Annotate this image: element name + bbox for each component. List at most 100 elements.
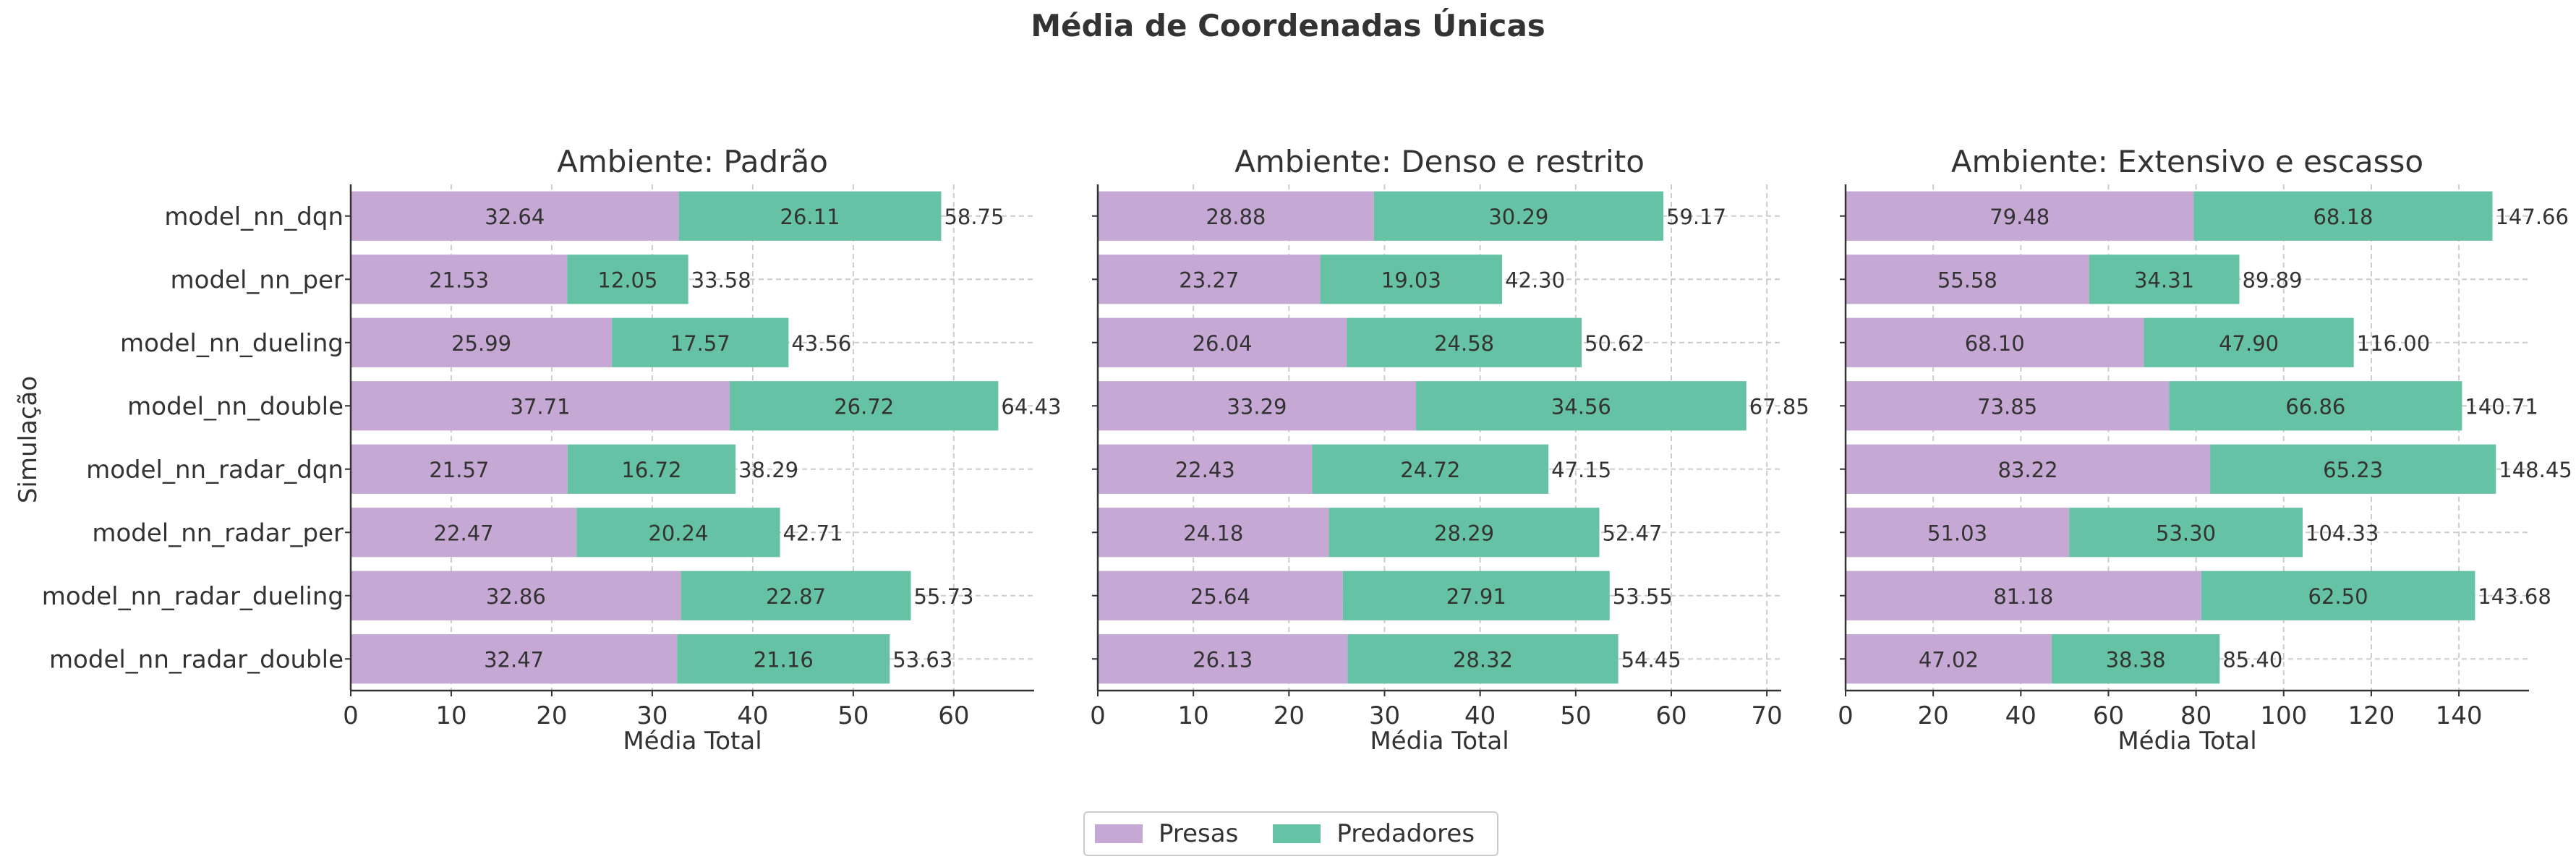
bar-predadores — [612, 317, 789, 367]
bar-predadores — [1320, 255, 1503, 304]
data-label-total: 33.58 — [691, 268, 751, 292]
bar-predadores — [2089, 255, 2240, 304]
x-tick-label: 40 — [1464, 701, 1496, 730]
legend-label-presas: Presas — [1159, 819, 1239, 848]
bar-presas — [351, 255, 568, 304]
x-tick-label: 60 — [2093, 701, 2124, 730]
x-tick-label: 120 — [2347, 701, 2394, 730]
x-tick-label: 30 — [636, 701, 668, 730]
bar-presas — [1846, 255, 2089, 304]
x-axis-label: Média Total — [623, 727, 762, 756]
data-label-total: 55.73 — [913, 584, 973, 609]
x-tick-label: 0 — [1090, 701, 1106, 730]
data-label-presas: 21.53 — [429, 268, 489, 292]
data-label-presas: 32.86 — [486, 584, 546, 609]
data-label-total: 104.33 — [2306, 521, 2379, 545]
data-label-predadores: 66.86 — [2285, 394, 2345, 419]
data-label-presas: 33.29 — [1227, 394, 1287, 419]
bar-presas — [1846, 317, 2144, 367]
bar-presas — [1098, 571, 1343, 620]
x-tick-label: 50 — [837, 701, 869, 730]
bar-presas — [1098, 191, 1374, 241]
bar-presas — [351, 571, 681, 620]
x-tick-label: 70 — [1752, 701, 1783, 730]
data-label-presas: 21.57 — [429, 458, 489, 482]
bar-predadores — [2069, 508, 2303, 558]
data-label-total: 64.43 — [1001, 394, 1061, 419]
legend-swatch-presas — [1095, 824, 1143, 843]
data-label-predadores: 38.38 — [2106, 647, 2166, 672]
data-label-presas: 22.47 — [434, 521, 494, 545]
data-label-total: 47.15 — [1551, 458, 1611, 482]
data-label-total: 67.85 — [1749, 394, 1809, 419]
x-tick-label: 30 — [1369, 701, 1400, 730]
bar-presas — [1098, 255, 1321, 304]
bar-presas — [1846, 381, 2170, 431]
x-tick-label: 20 — [1274, 701, 1305, 730]
chart-legend: Presas Predadores — [1083, 811, 1498, 856]
data-label-predadores: 28.32 — [1453, 647, 1513, 672]
bar-presas — [1098, 381, 1416, 431]
data-label-total: 54.45 — [1621, 647, 1681, 672]
data-label-predadores: 26.72 — [834, 394, 894, 419]
data-label-predadores: 27.91 — [1446, 584, 1506, 609]
data-label-presas: 26.13 — [1193, 647, 1253, 672]
data-label-presas: 28.88 — [1206, 205, 1266, 229]
data-label-predadores: 12.05 — [597, 268, 657, 292]
bar-presas — [351, 444, 568, 494]
data-label-presas: 25.99 — [451, 331, 511, 356]
bar-presas — [351, 191, 679, 241]
data-label-presas: 23.27 — [1179, 268, 1239, 292]
legend-item-presas: Presas — [1095, 819, 1238, 848]
bar-presas — [351, 508, 577, 558]
x-tick-label: 80 — [2180, 701, 2212, 730]
bar-presas — [1846, 634, 2052, 684]
x-tick-label: 50 — [1560, 701, 1591, 730]
data-label-presas: 32.64 — [485, 205, 545, 229]
bar-predadores — [2201, 571, 2475, 620]
y-tick-label: model_nn_dqn — [164, 202, 344, 231]
bar-predadores — [730, 381, 999, 431]
panel-title: Ambiente: Padrão — [557, 144, 828, 179]
bar-predadores — [1347, 317, 1582, 367]
data-label-total: 143.68 — [2478, 584, 2551, 609]
data-label-presas: 73.85 — [1977, 394, 2037, 419]
data-label-predadores: 20.24 — [648, 521, 708, 545]
data-label-predadores: 30.29 — [1488, 205, 1548, 229]
data-label-presas: 55.58 — [1937, 268, 1997, 292]
bar-predadores — [1347, 634, 1618, 684]
bar-predadores — [1342, 571, 1610, 620]
data-label-total: 147.66 — [2495, 205, 2568, 229]
legend-label-predadores: Predadores — [1336, 819, 1475, 848]
data-label-total: 50.62 — [1585, 331, 1645, 356]
data-label-total: 148.45 — [2499, 458, 2572, 482]
y-tick-label: model_nn_dueling — [120, 329, 344, 358]
data-label-presas: 47.02 — [1919, 647, 1979, 672]
data-label-presas: 24.18 — [1183, 521, 1243, 545]
data-label-presas: 32.47 — [484, 647, 544, 672]
data-label-predadores: 34.31 — [2134, 268, 2194, 292]
y-tick-label: model_nn_radar_per — [92, 518, 344, 547]
panel-3: 79.48 68.18 147.66 55.58 34.31 89.89 68.10 47.9… — [1838, 144, 2572, 756]
data-label-presas: 83.22 — [1998, 458, 2058, 482]
data-label-predadores: 17.57 — [670, 331, 730, 356]
data-label-presas: 68.10 — [1965, 331, 2025, 356]
bar-predadores — [1415, 381, 1747, 431]
data-label-total: 53.63 — [892, 647, 952, 672]
bar-predadores — [681, 571, 911, 620]
bar-predadores — [1312, 444, 1549, 494]
y-tick-label: model_nn_per — [171, 265, 344, 294]
y-tick-label: model_nn_double — [127, 392, 344, 421]
x-tick-label: 10 — [1178, 701, 1209, 730]
bar-predadores — [2051, 634, 2220, 684]
data-label-predadores: 22.87 — [766, 584, 826, 609]
bar-predadores — [567, 255, 688, 304]
data-label-predadores: 47.90 — [2219, 331, 2279, 356]
x-axis-label: Média Total — [2117, 727, 2256, 756]
bar-presas — [1098, 508, 1329, 558]
bar-predadores — [576, 508, 780, 558]
bar-predadores — [2169, 381, 2462, 431]
bar-predadores — [677, 634, 890, 684]
x-tick-label: 60 — [938, 701, 969, 730]
